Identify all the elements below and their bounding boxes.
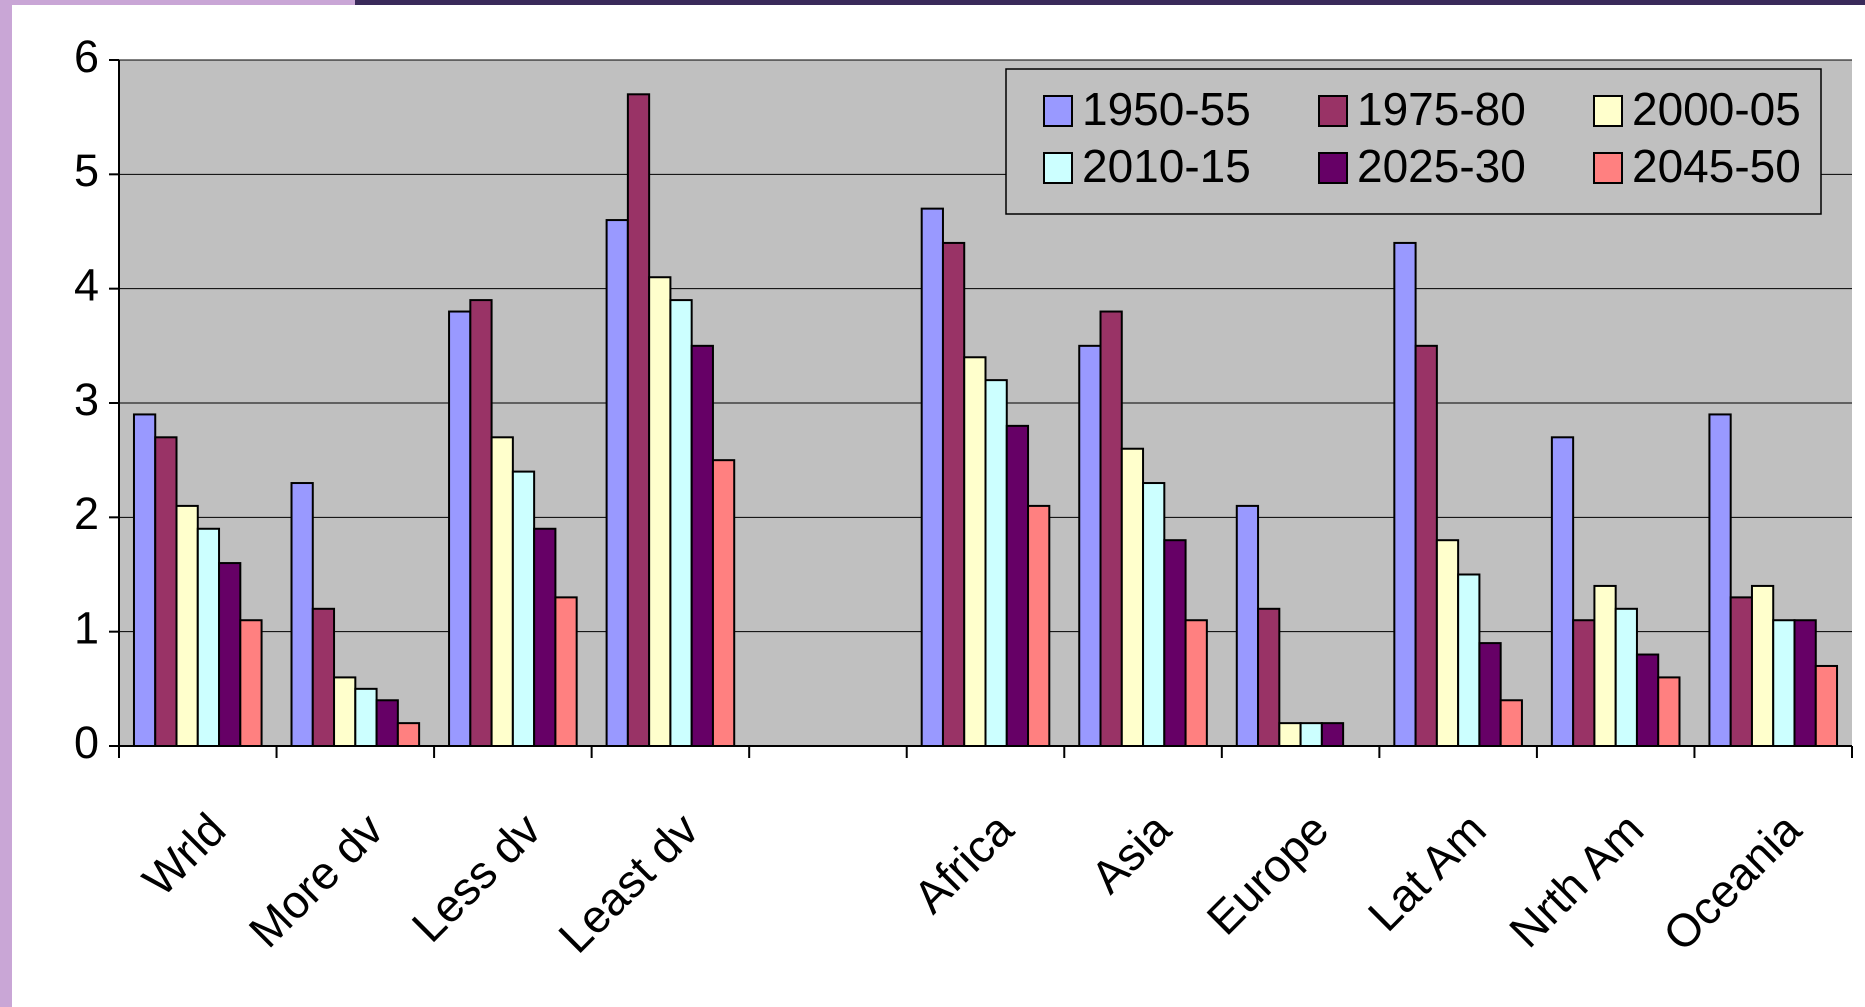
y-tick-label: 5 xyxy=(74,145,99,196)
bar xyxy=(448,310,472,747)
bar xyxy=(1120,447,1145,747)
bar xyxy=(469,299,493,747)
bar xyxy=(941,241,966,748)
bar xyxy=(711,459,736,747)
bar xyxy=(175,504,199,747)
bar xyxy=(1793,619,1817,748)
bar xyxy=(1027,504,1051,747)
bar xyxy=(605,219,629,748)
bar xyxy=(218,562,242,747)
bar xyxy=(1729,596,1753,747)
bar xyxy=(396,722,421,748)
bar xyxy=(354,687,378,747)
y-tick-label: 4 xyxy=(74,260,99,311)
bar xyxy=(1414,344,1438,747)
bar xyxy=(239,619,263,748)
legend-swatch xyxy=(1593,95,1623,127)
bar xyxy=(533,527,557,747)
y-tick-label: 0 xyxy=(74,717,99,768)
bar xyxy=(984,379,1008,747)
bar xyxy=(290,482,314,747)
bar xyxy=(1235,504,1260,747)
bar xyxy=(1393,241,1417,748)
bar xyxy=(196,527,221,747)
top-strip-accent xyxy=(0,0,355,5)
y-tick-label: 6 xyxy=(74,31,99,82)
bar xyxy=(1750,584,1775,748)
bar xyxy=(1142,482,1166,747)
bar xyxy=(132,413,157,747)
bar xyxy=(963,356,987,747)
legend-label: 2000-05 xyxy=(1632,83,1801,135)
bar xyxy=(648,276,672,747)
bar xyxy=(1278,722,1302,748)
y-tick-label: 3 xyxy=(74,374,99,425)
bar xyxy=(669,299,693,747)
bar xyxy=(1550,436,1575,747)
bar xyxy=(1635,653,1660,747)
bar xyxy=(375,699,399,747)
bar xyxy=(1078,344,1102,747)
left-strip xyxy=(0,0,12,1007)
y-tick-label: 1 xyxy=(74,603,99,654)
bar xyxy=(1499,699,1523,747)
bar xyxy=(1099,310,1123,747)
bar xyxy=(154,436,178,747)
bar xyxy=(1708,413,1732,747)
bar xyxy=(1257,607,1281,747)
legend-swatch xyxy=(1043,95,1073,127)
bar xyxy=(1299,722,1323,748)
bar xyxy=(1435,539,1460,748)
bar xyxy=(1184,619,1208,748)
bar xyxy=(1457,573,1481,747)
bar xyxy=(1478,642,1502,747)
y-tick-label: 2 xyxy=(74,488,99,539)
legend-swatch xyxy=(1593,152,1623,184)
bar xyxy=(1163,539,1187,748)
bar xyxy=(1657,676,1681,748)
bar xyxy=(920,207,944,747)
bar xyxy=(1572,619,1596,748)
bar xyxy=(1814,664,1839,748)
bar xyxy=(511,470,536,747)
legend-label: 2025-30 xyxy=(1357,140,1526,192)
bar xyxy=(626,93,651,748)
bar xyxy=(1772,619,1796,748)
legend-label: 2045-50 xyxy=(1632,140,1801,192)
bar xyxy=(1614,607,1638,747)
bar xyxy=(333,676,357,748)
bar xyxy=(1005,424,1030,747)
legend-label: 1975-80 xyxy=(1357,83,1526,135)
bar xyxy=(690,344,714,747)
bar xyxy=(490,436,514,747)
legend-box xyxy=(1005,68,1822,215)
legend-label: 1950-55 xyxy=(1082,83,1251,135)
bar xyxy=(1320,722,1345,748)
bar xyxy=(311,607,336,747)
legend-swatch xyxy=(1043,152,1073,184)
legend-swatch xyxy=(1318,152,1348,184)
bar xyxy=(554,596,578,747)
top-strip xyxy=(0,0,1865,5)
legend-swatch xyxy=(1318,95,1348,127)
bar xyxy=(1593,584,1617,748)
legend-label: 2010-15 xyxy=(1082,140,1251,192)
